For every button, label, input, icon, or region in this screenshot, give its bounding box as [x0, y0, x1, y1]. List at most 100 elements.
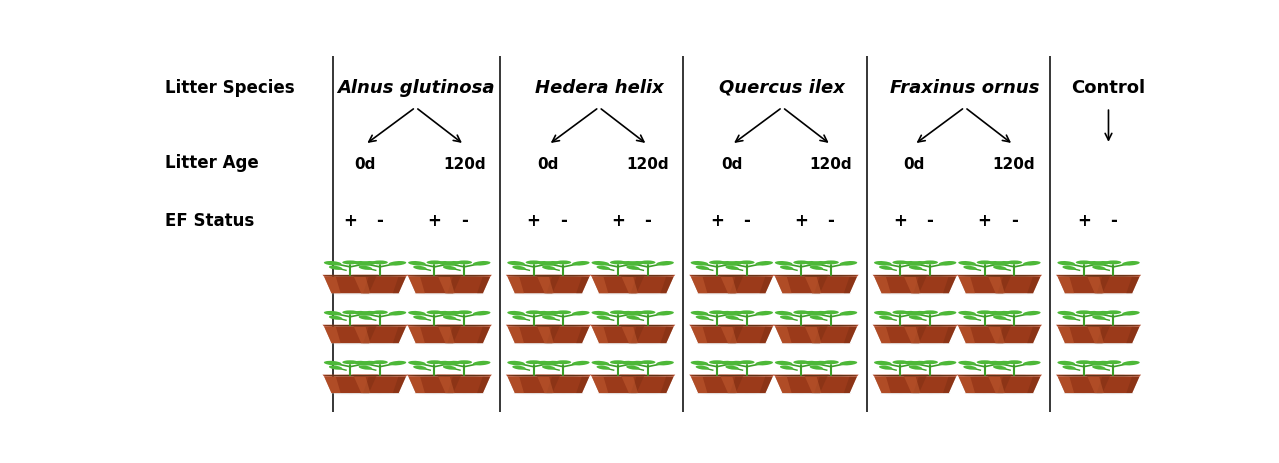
Ellipse shape	[775, 275, 828, 276]
Polygon shape	[986, 275, 1042, 277]
Ellipse shape	[904, 275, 957, 276]
Ellipse shape	[1092, 261, 1110, 266]
Ellipse shape	[627, 266, 640, 270]
Polygon shape	[546, 327, 560, 343]
Ellipse shape	[709, 310, 725, 314]
Polygon shape	[904, 327, 957, 343]
Ellipse shape	[810, 316, 824, 320]
Polygon shape	[477, 277, 490, 293]
Ellipse shape	[909, 361, 927, 365]
Polygon shape	[998, 277, 1010, 293]
Polygon shape	[958, 376, 975, 393]
Polygon shape	[324, 277, 340, 293]
Polygon shape	[1058, 277, 1110, 293]
Ellipse shape	[414, 393, 455, 394]
Polygon shape	[804, 327, 821, 343]
Ellipse shape	[408, 325, 460, 326]
Polygon shape	[1127, 277, 1140, 293]
Polygon shape	[590, 275, 646, 277]
Ellipse shape	[513, 293, 554, 294]
Polygon shape	[903, 275, 958, 277]
Ellipse shape	[793, 360, 810, 364]
Ellipse shape	[413, 316, 427, 320]
Ellipse shape	[994, 311, 1010, 315]
Ellipse shape	[444, 293, 485, 294]
Ellipse shape	[909, 293, 950, 294]
Polygon shape	[577, 277, 590, 293]
Ellipse shape	[963, 266, 977, 270]
Ellipse shape	[555, 261, 572, 264]
Ellipse shape	[1023, 311, 1041, 315]
Ellipse shape	[408, 361, 426, 365]
Ellipse shape	[696, 316, 709, 320]
Polygon shape	[407, 325, 462, 327]
Ellipse shape	[822, 261, 839, 264]
Ellipse shape	[444, 393, 485, 394]
Ellipse shape	[726, 393, 767, 394]
Ellipse shape	[1076, 360, 1091, 364]
Ellipse shape	[1087, 275, 1140, 276]
Ellipse shape	[775, 311, 793, 315]
Ellipse shape	[909, 393, 950, 394]
Ellipse shape	[413, 266, 427, 270]
Ellipse shape	[879, 365, 893, 369]
Ellipse shape	[725, 311, 743, 315]
Polygon shape	[775, 277, 792, 293]
Ellipse shape	[555, 310, 572, 314]
Text: 120d: 120d	[443, 157, 486, 172]
Ellipse shape	[330, 343, 371, 344]
Ellipse shape	[804, 311, 822, 315]
Polygon shape	[815, 277, 828, 293]
Text: Litter Species: Litter Species	[165, 79, 294, 97]
Ellipse shape	[591, 311, 609, 315]
Ellipse shape	[622, 261, 640, 266]
Polygon shape	[904, 376, 921, 393]
Polygon shape	[622, 327, 674, 343]
Ellipse shape	[964, 343, 1005, 344]
Ellipse shape	[1087, 361, 1105, 365]
Ellipse shape	[358, 266, 372, 270]
Polygon shape	[1058, 376, 1074, 393]
Ellipse shape	[963, 316, 977, 320]
Ellipse shape	[542, 343, 585, 344]
Ellipse shape	[596, 316, 610, 320]
Ellipse shape	[542, 311, 560, 315]
Ellipse shape	[444, 343, 485, 344]
Polygon shape	[620, 375, 675, 376]
Polygon shape	[537, 376, 554, 393]
Ellipse shape	[526, 360, 541, 364]
Ellipse shape	[408, 261, 426, 266]
Polygon shape	[1087, 277, 1140, 293]
Ellipse shape	[656, 261, 674, 266]
Ellipse shape	[359, 261, 376, 266]
Polygon shape	[957, 325, 1012, 327]
Text: 0d: 0d	[903, 157, 925, 172]
Ellipse shape	[775, 325, 828, 326]
Text: Alnus glutinosa: Alnus glutinosa	[336, 79, 495, 97]
Ellipse shape	[1058, 375, 1110, 376]
Ellipse shape	[1058, 275, 1110, 276]
Polygon shape	[760, 277, 773, 293]
Ellipse shape	[437, 261, 455, 266]
Ellipse shape	[437, 361, 455, 365]
Ellipse shape	[1092, 365, 1105, 369]
Ellipse shape	[358, 365, 372, 369]
Ellipse shape	[1122, 261, 1140, 266]
Ellipse shape	[1076, 261, 1091, 264]
Ellipse shape	[691, 325, 743, 326]
Polygon shape	[592, 277, 609, 293]
Ellipse shape	[904, 325, 957, 326]
Ellipse shape	[426, 310, 443, 314]
Ellipse shape	[343, 310, 358, 314]
Ellipse shape	[987, 361, 1005, 365]
Polygon shape	[989, 277, 1040, 293]
Ellipse shape	[537, 311, 555, 315]
Ellipse shape	[343, 360, 358, 364]
Ellipse shape	[696, 343, 738, 344]
Polygon shape	[436, 275, 492, 277]
Ellipse shape	[592, 325, 643, 326]
Polygon shape	[804, 277, 857, 293]
Ellipse shape	[909, 266, 922, 270]
Polygon shape	[815, 376, 828, 393]
Polygon shape	[1096, 376, 1110, 393]
